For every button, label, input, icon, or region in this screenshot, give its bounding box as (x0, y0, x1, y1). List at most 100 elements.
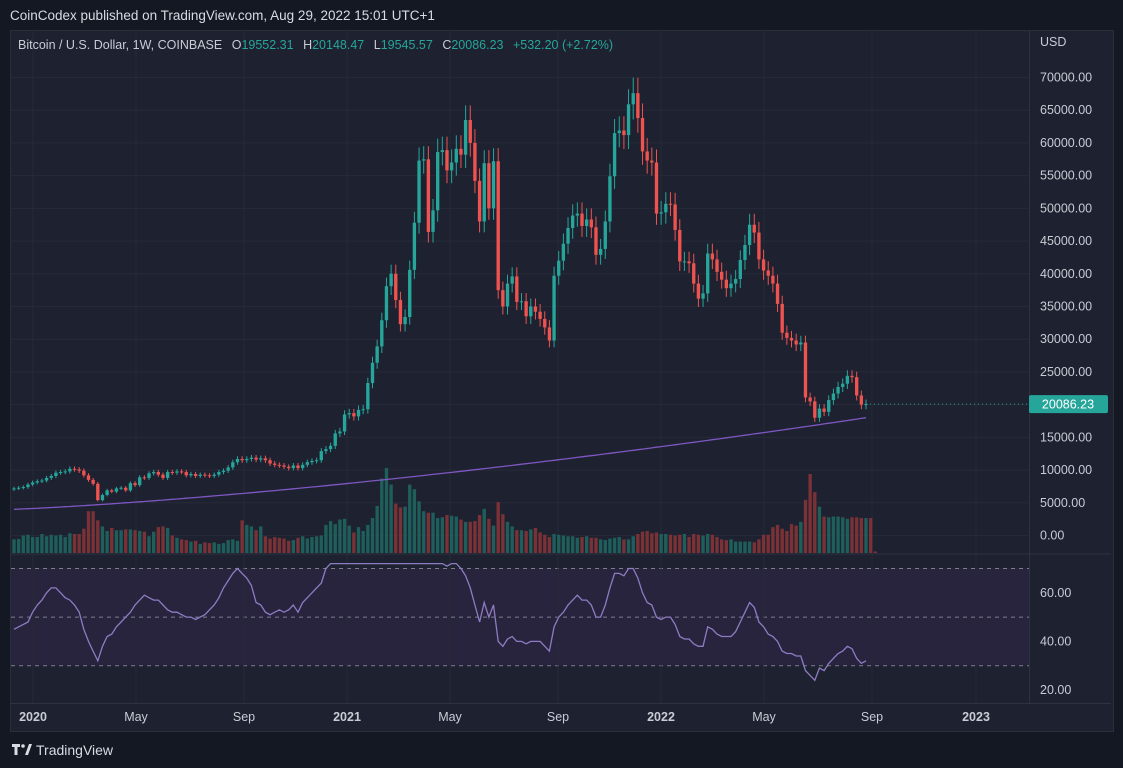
volume-bar (370, 518, 375, 553)
volume-bar (394, 503, 398, 553)
candle (30, 480, 35, 487)
candle-body (314, 460, 319, 462)
candle (324, 446, 328, 455)
candle-body (468, 120, 472, 143)
volume-bar (743, 541, 747, 553)
candle (636, 77, 640, 133)
candle (40, 478, 44, 484)
candle-body (403, 316, 407, 325)
candle-body (72, 468, 77, 470)
volume-bar (659, 534, 663, 553)
candle-body (510, 276, 514, 284)
candle-body (417, 160, 421, 223)
candle-body (785, 332, 789, 338)
candle-body (63, 471, 67, 473)
candle (110, 488, 114, 494)
candle (612, 119, 617, 189)
candle-body (49, 475, 53, 478)
volume-bar (719, 539, 724, 553)
candle (328, 442, 333, 453)
volume-bar (873, 551, 877, 553)
candle-body (775, 283, 780, 304)
candle (761, 249, 766, 280)
candle-body (682, 261, 687, 263)
volume-bar (487, 518, 491, 553)
candle-body (249, 457, 254, 459)
candle-body (659, 212, 663, 214)
candle-body (68, 468, 72, 472)
candle-body (701, 293, 705, 299)
candle (249, 454, 254, 462)
candle (231, 459, 235, 470)
candle (631, 77, 635, 120)
candle (35, 479, 39, 485)
volume-bar (231, 539, 235, 553)
candle-body (342, 414, 347, 432)
volume-bar (114, 530, 119, 553)
candle-body (254, 457, 258, 460)
candle-body (105, 490, 109, 495)
candle-body (631, 93, 635, 105)
volume-bar (352, 532, 356, 553)
candle-body (82, 470, 86, 476)
candle (845, 370, 850, 390)
volume-bar (868, 518, 873, 553)
volume-bar (319, 535, 323, 553)
candle-body (538, 311, 542, 319)
time-tick-label: 2021 (333, 710, 361, 724)
candle-body (179, 471, 184, 473)
candle-body (505, 283, 510, 307)
volume-bar (864, 518, 868, 553)
candle-body (864, 404, 868, 406)
candle-body (161, 474, 165, 478)
candle (114, 486, 119, 494)
candle-body (589, 219, 593, 228)
candle (184, 469, 188, 478)
candle-body (375, 346, 379, 363)
candle-body (217, 472, 221, 475)
candle (361, 404, 365, 415)
candle-body (515, 276, 519, 302)
candle (696, 274, 701, 307)
volume-bar (785, 530, 789, 553)
candle-body (110, 490, 114, 492)
candle (370, 356, 375, 389)
candle (207, 473, 212, 479)
volume-bar (473, 521, 477, 553)
candle (496, 148, 500, 299)
volume-bar (35, 537, 39, 553)
candle (389, 264, 393, 295)
volume-bar (110, 527, 114, 553)
candle-body (124, 487, 128, 491)
volume-bar (817, 506, 822, 553)
candle (710, 243, 715, 270)
volume-bar (21, 535, 25, 553)
candle (664, 192, 668, 224)
candle (449, 149, 454, 184)
volume-bar (706, 534, 710, 553)
candle (412, 211, 417, 280)
candle-body (259, 458, 263, 460)
time-tick-label: 2023 (962, 710, 990, 724)
candle (333, 429, 337, 449)
candle (603, 210, 607, 259)
volume-bar (459, 519, 463, 553)
volume-bar (147, 536, 151, 553)
volume-bars (12, 467, 877, 553)
candle-body (738, 260, 742, 280)
candle-body (729, 283, 733, 289)
volume-bar (356, 527, 361, 553)
candle (803, 335, 808, 403)
volume-bar (799, 521, 803, 553)
candle-body (808, 397, 812, 402)
candle (584, 208, 589, 237)
candle (706, 243, 710, 302)
candle-body (715, 259, 719, 272)
legend-low-label: L (373, 38, 381, 52)
volume-bar (193, 540, 198, 553)
candle-body (612, 133, 617, 177)
candle (650, 147, 654, 176)
candle (817, 404, 822, 422)
candle (147, 471, 151, 480)
